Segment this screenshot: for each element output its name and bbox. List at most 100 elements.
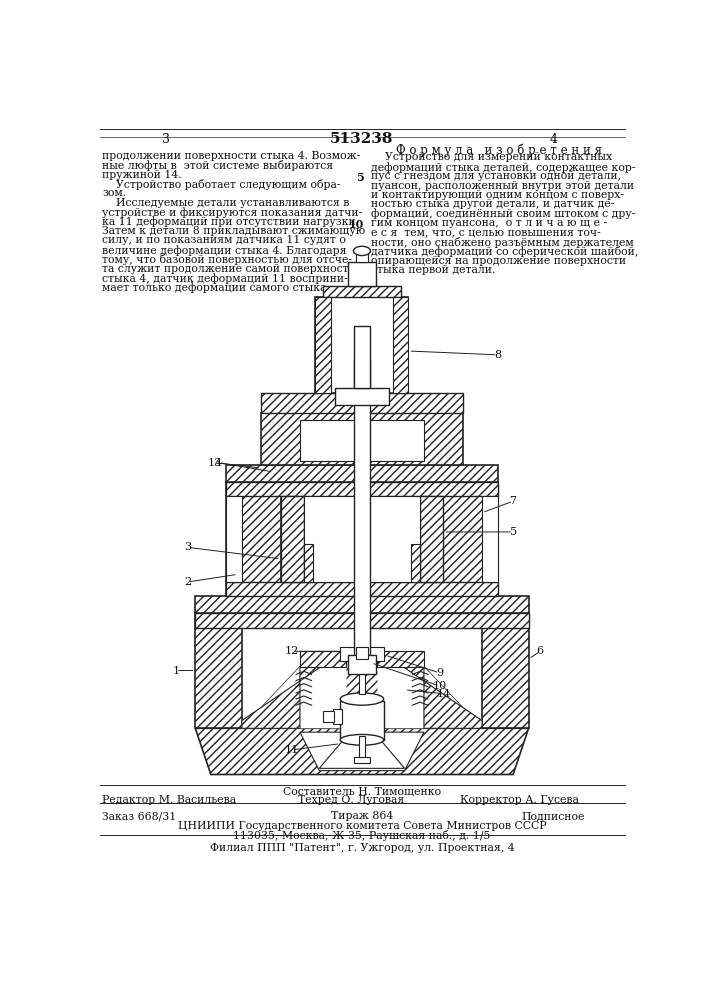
Text: ности, оно снабжено разъёмным держателем: ности, оно снабжено разъёмным держателем	[371, 237, 634, 248]
Text: Филиал ППП "Патент", г. Ужгород, ул. Проектная, 4: Филиал ППП "Патент", г. Ужгород, ул. Про…	[210, 843, 514, 853]
Text: 8: 8	[494, 350, 501, 360]
Text: 2: 2	[184, 577, 191, 587]
Polygon shape	[401, 665, 482, 728]
Bar	[261, 393, 462, 413]
Polygon shape	[242, 667, 482, 728]
Bar	[354, 757, 370, 763]
Bar	[323, 286, 401, 297]
Ellipse shape	[340, 734, 384, 745]
Bar	[340, 701, 384, 740]
Polygon shape	[195, 728, 529, 774]
Text: 11: 11	[285, 745, 299, 755]
Polygon shape	[482, 613, 529, 728]
Text: формаций, соединённый своим штоком с дру-: формаций, соединённый своим штоком с дру…	[371, 209, 636, 219]
Text: Корректор А. Гусева: Корректор А. Гусева	[460, 795, 579, 805]
Polygon shape	[242, 665, 323, 728]
Text: Тираж 864: Тираж 864	[331, 811, 393, 821]
Bar	[354, 326, 370, 388]
Bar	[356, 647, 368, 659]
Text: 4: 4	[549, 133, 557, 146]
Text: и контактирующий одним концом с поверх-: и контактирующий одним концом с поверх-	[371, 190, 624, 200]
Text: 13: 13	[208, 458, 222, 468]
Bar	[335, 388, 389, 405]
Text: Ф о р м у л а   и з о б р е т е н и я: Ф о р м у л а и з о б р е т е н и я	[396, 143, 602, 157]
Text: 113035, Москва, Ж-35, Раушская наб., д. 1/5: 113035, Москва, Ж-35, Раушская наб., д. …	[233, 830, 491, 841]
Text: 3: 3	[162, 133, 170, 146]
Polygon shape	[443, 482, 498, 596]
Text: Техред О. Луговая: Техред О. Луговая	[298, 795, 404, 805]
Polygon shape	[393, 297, 409, 393]
Text: Составитель Н. Тимощенко: Составитель Н. Тимощенко	[283, 787, 441, 797]
Text: 5: 5	[356, 172, 364, 183]
Text: та служит продолжение самой поверхности: та служит продолжение самой поверхности	[103, 264, 356, 274]
Text: силу, и по показаниям датчика 11 судят о: силу, и по показаниям датчика 11 судят о	[103, 235, 346, 245]
Bar	[411, 544, 420, 582]
Polygon shape	[242, 659, 482, 728]
Polygon shape	[378, 651, 424, 667]
Bar	[482, 496, 498, 582]
Text: величине деформации стыка 4. Благодаря: величине деформации стыка 4. Благодаря	[103, 245, 347, 256]
Bar	[304, 544, 313, 582]
Text: Заказ 668/31: Заказ 668/31	[103, 811, 177, 821]
Polygon shape	[195, 613, 242, 728]
Bar	[315, 297, 409, 393]
Text: 12: 12	[285, 646, 299, 656]
Text: стыка 4, датчик деформаций 11 восприни-: стыка 4, датчик деформаций 11 восприни-	[103, 273, 348, 284]
Ellipse shape	[340, 693, 384, 705]
Bar	[348, 262, 376, 286]
Polygon shape	[320, 734, 404, 768]
Text: стыка первой детали.: стыка первой детали.	[371, 265, 496, 275]
Text: 9: 9	[436, 668, 443, 678]
Text: гим концом пуансона,  о т л и ч а ю щ е -: гим концом пуансона, о т л и ч а ю щ е -	[371, 218, 607, 228]
Text: Подписное: Подписное	[522, 811, 585, 821]
Polygon shape	[226, 482, 281, 596]
Text: пус с гнездом для установки одной детали,: пус с гнездом для установки одной детали…	[371, 171, 621, 181]
Text: пуансон, расположенный внутри этой детали: пуансон, расположенный внутри этой детал…	[371, 181, 634, 191]
Text: Затем к детали 8 прикладывают сжимающую: Затем к детали 8 прикладывают сжимающую	[103, 226, 366, 236]
Text: Редактор М. Васильева: Редактор М. Васильева	[103, 795, 236, 805]
Bar	[323, 711, 334, 722]
Text: тому, что базовой поверхностью для отсче-: тому, что базовой поверхностью для отсче…	[103, 254, 352, 265]
Text: 5: 5	[510, 527, 517, 537]
Bar	[304, 496, 420, 582]
Text: 1: 1	[173, 666, 180, 676]
Bar	[332, 709, 341, 724]
Bar	[359, 736, 365, 759]
Polygon shape	[300, 651, 346, 667]
Bar	[340, 647, 384, 661]
Text: устройстве и фиксируются показания датчи-: устройстве и фиксируются показания датчи…	[103, 207, 363, 218]
Text: 4: 4	[215, 458, 222, 468]
Text: е с я  тем, что, с целью повышения точ-: е с я тем, что, с целью повышения точ-	[371, 227, 601, 237]
Polygon shape	[315, 297, 331, 393]
Bar	[226, 582, 498, 596]
Bar	[195, 596, 529, 613]
Text: 7: 7	[510, 496, 517, 506]
Text: ка 11 деформаций при отсутствии нагрузки.: ка 11 деформаций при отсутствии нагрузки…	[103, 217, 359, 227]
Text: опирающейся на продолжение поверхности: опирающейся на продолжение поверхности	[371, 256, 626, 266]
Bar	[226, 496, 242, 582]
Text: 10: 10	[432, 681, 447, 691]
Text: мает только деформации самого стыка.: мает только деформации самого стыка.	[103, 282, 330, 293]
Text: деформаций стыка деталей, содержащее кор-: деформаций стыка деталей, содержащее кор…	[371, 162, 636, 173]
Bar	[348, 655, 376, 674]
Text: 10: 10	[349, 219, 364, 230]
Bar	[359, 671, 365, 694]
Polygon shape	[420, 496, 443, 582]
Text: ностью стыка другой детали, и датчик де-: ностью стыка другой детали, и датчик де-	[371, 199, 614, 209]
Bar	[226, 465, 498, 482]
Ellipse shape	[354, 246, 370, 256]
Bar	[354, 359, 370, 667]
Text: ЦНИИПИ Государственного комитета Совета Министров СССР: ЦНИИПИ Государственного комитета Совета …	[177, 821, 547, 831]
Text: пружиной 14.: пружиной 14.	[103, 170, 182, 180]
Polygon shape	[195, 613, 529, 628]
Polygon shape	[281, 496, 304, 582]
Bar	[300, 420, 424, 461]
Bar	[356, 251, 368, 262]
Text: зом.: зом.	[103, 188, 127, 198]
Text: 6: 6	[537, 646, 544, 656]
Text: Устройство для измерений контактных: Устройство для измерений контактных	[371, 152, 612, 162]
Text: продолжении поверхности стыка 4. Возмож-: продолжении поверхности стыка 4. Возмож-	[103, 151, 361, 161]
Text: 14: 14	[436, 689, 450, 699]
Bar	[226, 482, 498, 496]
Text: Исследуемые детали устанавливаются в: Исследуемые детали устанавливаются в	[103, 198, 350, 208]
